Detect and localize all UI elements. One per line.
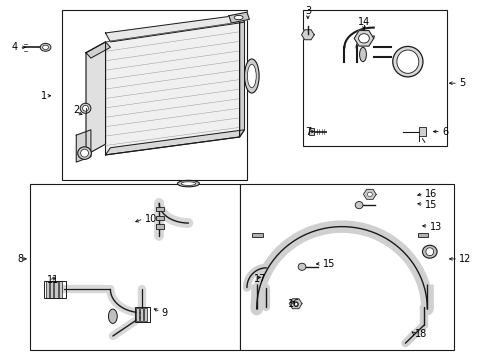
Bar: [43, 281, 66, 298]
Bar: [30, 184, 239, 350]
Polygon shape: [86, 42, 105, 155]
Bar: [303, 10, 446, 146]
Bar: [251, 233, 262, 237]
Ellipse shape: [392, 46, 422, 77]
Bar: [140, 308, 143, 321]
Ellipse shape: [293, 302, 298, 306]
Ellipse shape: [177, 180, 199, 187]
Polygon shape: [105, 15, 244, 42]
Ellipse shape: [82, 105, 88, 111]
Bar: [144, 308, 147, 321]
Ellipse shape: [42, 45, 48, 49]
Polygon shape: [363, 189, 375, 199]
Ellipse shape: [422, 245, 436, 258]
Text: 14: 14: [357, 17, 369, 27]
Bar: [156, 207, 163, 211]
Ellipse shape: [244, 59, 259, 93]
Text: 15: 15: [424, 200, 436, 210]
Polygon shape: [301, 30, 314, 40]
Polygon shape: [289, 299, 302, 309]
Text: 7: 7: [305, 127, 311, 136]
Bar: [50, 281, 53, 298]
Bar: [45, 281, 49, 298]
Polygon shape: [105, 22, 239, 155]
Text: 18: 18: [414, 329, 427, 339]
Bar: [136, 308, 139, 321]
Polygon shape: [239, 15, 244, 137]
Text: 1: 1: [41, 91, 47, 101]
Text: 3: 3: [304, 6, 310, 17]
Text: 2: 2: [73, 105, 79, 115]
Bar: [418, 127, 426, 136]
Ellipse shape: [78, 147, 91, 159]
Bar: [54, 281, 58, 298]
Text: 15: 15: [322, 259, 334, 269]
Polygon shape: [86, 42, 110, 58]
Ellipse shape: [425, 248, 433, 256]
Polygon shape: [228, 12, 249, 23]
Text: 9: 9: [161, 308, 167, 318]
Ellipse shape: [396, 50, 418, 73]
Text: 12: 12: [458, 254, 470, 264]
Text: 17: 17: [254, 274, 266, 284]
Bar: [156, 216, 163, 220]
Bar: [417, 233, 427, 237]
Ellipse shape: [234, 15, 243, 20]
Ellipse shape: [80, 103, 91, 113]
Text: 5: 5: [458, 78, 465, 88]
Ellipse shape: [40, 43, 51, 51]
Text: 13: 13: [429, 222, 441, 231]
Text: 16: 16: [424, 189, 436, 199]
Text: 8: 8: [18, 254, 24, 264]
Bar: [59, 281, 62, 298]
Text: 6: 6: [441, 127, 447, 136]
Ellipse shape: [298, 263, 305, 270]
Bar: [239, 184, 453, 350]
Ellipse shape: [354, 202, 362, 209]
Polygon shape: [353, 31, 373, 46]
Polygon shape: [105, 130, 244, 155]
Ellipse shape: [81, 149, 88, 157]
Text: 10: 10: [144, 215, 157, 224]
Bar: [135, 307, 150, 322]
Ellipse shape: [247, 64, 256, 87]
Bar: [308, 128, 313, 135]
Text: 11: 11: [47, 275, 59, 285]
Ellipse shape: [108, 309, 117, 323]
Ellipse shape: [358, 34, 368, 43]
Text: 16: 16: [288, 299, 300, 309]
Polygon shape: [76, 130, 91, 162]
Ellipse shape: [359, 47, 366, 62]
Bar: [156, 225, 163, 229]
Text: 4: 4: [11, 42, 18, 52]
Ellipse shape: [181, 182, 195, 185]
Bar: [61, 10, 246, 180]
Ellipse shape: [366, 192, 371, 197]
